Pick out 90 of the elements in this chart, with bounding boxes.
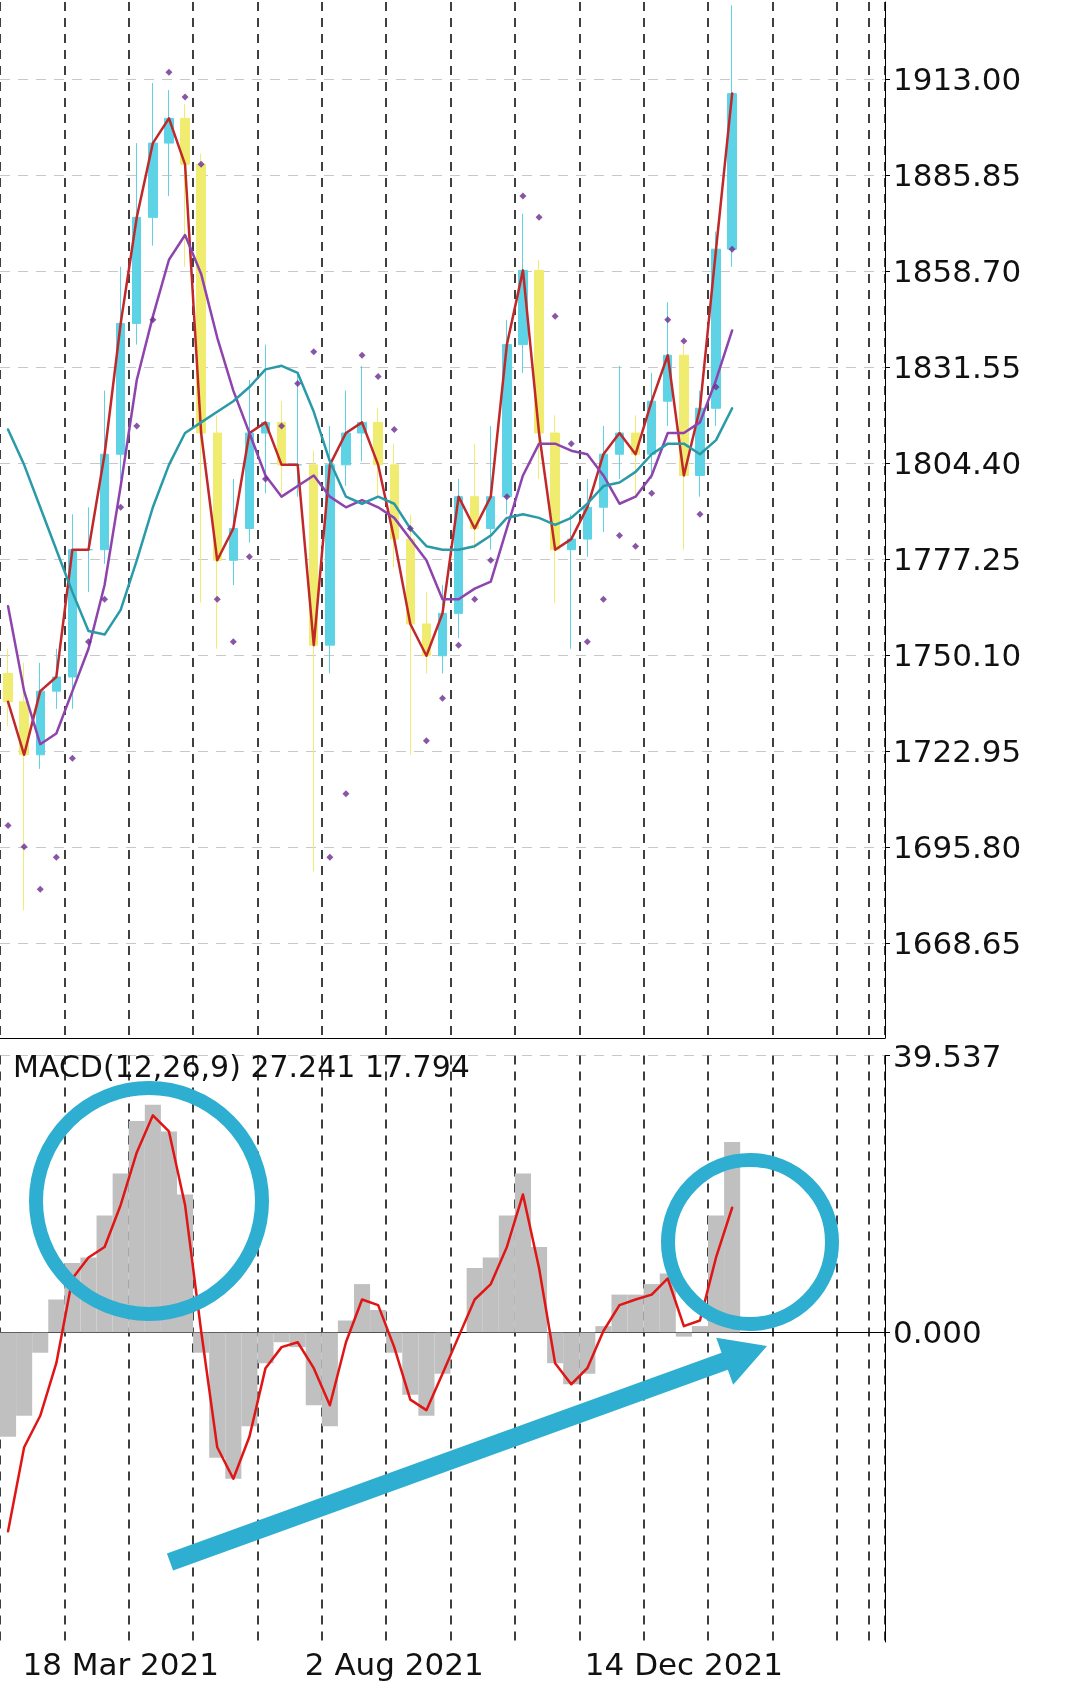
candlestick: [52, 648, 61, 710]
point: [36, 885, 44, 893]
y-tick-label: 0.000: [893, 1314, 982, 1351]
candlestick: [180, 103, 190, 268]
candlestick: [116, 266, 125, 480]
y-tick-label: 1750.10: [893, 637, 1022, 674]
point: [213, 595, 221, 603]
point: [583, 638, 591, 646]
y-tick-label: 1831.55: [893, 349, 1022, 386]
point: [696, 510, 704, 518]
point: [712, 383, 720, 391]
point: [487, 556, 495, 564]
point: [85, 638, 92, 646]
y-tick-label: 1885.85: [893, 157, 1022, 194]
candlestick: [229, 478, 238, 586]
point: [648, 489, 656, 497]
point: [245, 553, 253, 561]
candlestick: [583, 478, 592, 558]
candlestick: [3, 648, 13, 727]
candlestick: [647, 372, 656, 480]
y-tick-label: 1777.25: [893, 541, 1022, 578]
candlestick: [502, 319, 512, 515]
point: [149, 316, 157, 324]
candlestick: [567, 513, 576, 650]
bar: [675, 1332, 692, 1337]
candlestick: [406, 513, 415, 756]
point: [616, 532, 623, 540]
candlestick: [438, 584, 447, 674]
point: [229, 638, 237, 646]
candlestick: [245, 379, 254, 544]
point: [439, 694, 446, 702]
point: [68, 754, 76, 762]
y-tick-label: 1858.70: [893, 253, 1022, 290]
point: [294, 380, 302, 388]
point: [471, 595, 479, 603]
point: [101, 595, 109, 603]
x-tick-label: 18 Mar 2021: [22, 1645, 219, 1682]
point: [165, 68, 173, 76]
point: [133, 422, 141, 430]
y-tick-label: 1722.95: [893, 733, 1022, 770]
y-tick-label: 1913.00: [893, 61, 1022, 98]
line-series: [6, 233, 734, 746]
candlestick: [132, 142, 141, 346]
point: [551, 312, 559, 320]
y-tick-label: 1804.40: [893, 445, 1022, 482]
candlestick: [534, 259, 544, 480]
point: [503, 493, 511, 501]
point: [262, 475, 269, 483]
point: [181, 93, 189, 101]
x-tick-label: 14 Dec 2021: [584, 1645, 783, 1682]
point: [342, 790, 350, 798]
candlestick: [341, 390, 351, 487]
point: [535, 213, 543, 221]
point: [197, 160, 205, 168]
y-tick-label: 39.537: [893, 1037, 1002, 1074]
point: [455, 641, 463, 649]
x-tick-label: 2 Aug 2021: [304, 1645, 484, 1682]
point: [117, 503, 125, 511]
point: [519, 192, 527, 200]
point: [4, 822, 12, 829]
candlestick: [486, 425, 495, 551]
point: [664, 316, 672, 324]
point: [374, 372, 382, 380]
point: [52, 853, 60, 861]
chart-title: MACD(12,26,9) 27.241 17.794: [13, 1048, 470, 1084]
line-series: [6, 1114, 734, 1533]
point: [358, 351, 366, 359]
candlestick: [325, 425, 335, 674]
point: [310, 348, 318, 356]
line-series: [6, 364, 734, 636]
candlestick: [148, 82, 158, 247]
candlestick: [100, 390, 109, 565]
point: [390, 425, 398, 433]
point: [728, 245, 736, 253]
point: [406, 524, 414, 532]
point: [599, 595, 607, 603]
point: [632, 542, 640, 550]
candlestick: [196, 153, 206, 604]
y-tick-label: 1668.65: [893, 925, 1022, 962]
candlestick: [727, 4, 737, 268]
line-series: [6, 92, 734, 757]
point: [20, 843, 28, 851]
candlestick: [213, 414, 222, 650]
candlestick: [373, 407, 383, 498]
point: [422, 737, 430, 745]
y-tick-label: 1695.80: [893, 829, 1022, 866]
point: [278, 422, 286, 430]
point: [567, 440, 575, 448]
point: [680, 337, 688, 345]
point: [326, 853, 334, 861]
